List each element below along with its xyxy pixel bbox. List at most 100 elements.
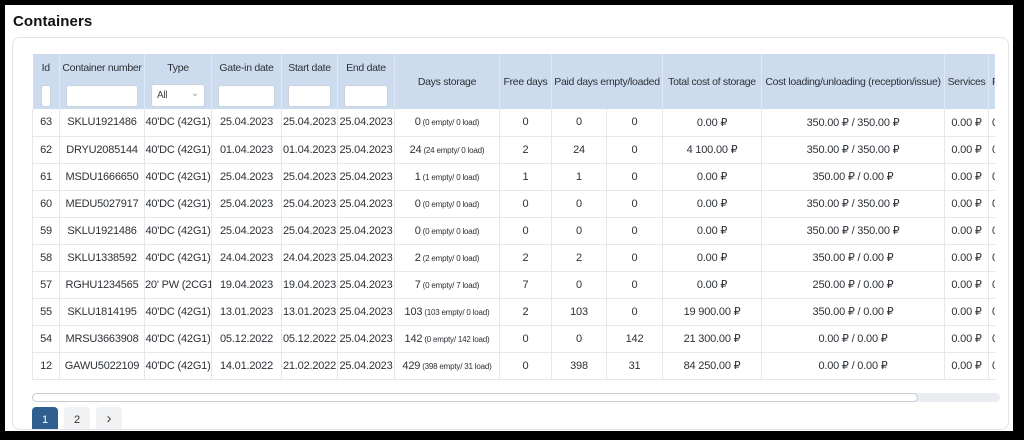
cell-free-days: 0 [499, 189, 552, 218]
cell-end-date: 25.04.2023 [337, 270, 395, 299]
cell-type: 20' PW (2CG1) [144, 270, 212, 299]
cell-clipped: 0.00 ₽ [988, 324, 995, 353]
cell-container-number: MSDU1666650 [59, 162, 145, 191]
cell-free-days: 2 [499, 135, 552, 164]
cell-end-date: 25.04.2023 [337, 162, 395, 191]
cell-paid-days-empty: 24 [551, 135, 607, 164]
cell-end-date: 25.04.2023 [337, 351, 395, 380]
cell-clipped: 0.00 ₽ [988, 189, 995, 218]
cell-start-date: 19.04.2023 [281, 270, 338, 299]
table-row[interactable]: 60 MEDU5027917 40'DC (42G1) 25.04.2023 2… [32, 189, 995, 218]
page-2-button[interactable]: 2 [64, 407, 90, 429]
cell-free-days: 0 [499, 109, 552, 137]
cell-clipped: 0.00 ₽ [988, 351, 995, 380]
cell-gate-in-date: 25.04.2023 [211, 216, 282, 245]
cell-total-cost: 0.00 ₽ [662, 109, 763, 137]
filter-cell-id [32, 82, 60, 109]
containers-table-card: Id Container number Type Gate-in date St… [12, 37, 1009, 430]
cell-start-date: 25.04.2023 [281, 162, 338, 191]
cell-paid-days-loaded: 0 [605, 162, 664, 191]
cell-container-number: GAWU5022109 [59, 351, 145, 380]
cell-paid-days-empty: 0 [551, 324, 607, 353]
horizontal-scrollbar-thumb[interactable] [32, 393, 918, 402]
cell-total-cost: 84 250.00 ₽ [662, 351, 763, 380]
cell-total-cost: 0.00 ₽ [662, 270, 763, 299]
cell-services: 0.00 ₽ [944, 243, 990, 272]
cell-container-number: RGHU1234565 [59, 270, 145, 299]
table-row[interactable]: 63 SKLU1921486 40'DC (42G1) 25.04.2023 2… [32, 109, 995, 137]
cell-paid-days-loaded: 0 [605, 135, 664, 164]
cell-total-cost: 0.00 ₽ [662, 162, 763, 191]
cell-services: 0.00 ₽ [944, 135, 990, 164]
cell-free-days: 0 [499, 324, 552, 353]
cell-days-storage: 429 (398 empty/ 31 load) [394, 351, 500, 380]
table-row[interactable]: 54 MRSU3663908 40'DC (42G1) 05.12.2022 0… [32, 324, 995, 353]
table-scroll-viewport: Id Container number Type Gate-in date St… [32, 54, 995, 388]
id-filter-input[interactable] [40, 84, 51, 107]
cell-container-number: SKLU1814195 [59, 297, 145, 326]
table-row[interactable]: 57 RGHU1234565 20' PW (2CG1) 19.04.2023 … [32, 270, 995, 299]
cell-container-number: SKLU1338592 [59, 243, 145, 272]
cell-services: 0.00 ₽ [944, 162, 990, 191]
cell-total-cost: 19 900.00 ₽ [662, 297, 763, 326]
cell-clipped: 0.00 ₽ [988, 135, 995, 164]
cell-type: 40'DC (42G1) [144, 297, 212, 326]
cell-id: 58 [32, 243, 60, 272]
table-header: Id Container number Type Gate-in date St… [32, 54, 995, 109]
column-header-paid-days: Paid days empty/loaded [551, 54, 664, 109]
cell-container-number: SKLU1921486 [59, 216, 145, 245]
cell-container-number: MEDU5027917 [59, 189, 145, 218]
table-row[interactable]: 12 GAWU5022109 40'DC (42G1) 14.01.2022 2… [32, 351, 995, 380]
cell-services: 0.00 ₽ [944, 324, 990, 353]
next-page-icon: › [106, 410, 112, 427]
table-body: 63 SKLU1921486 40'DC (42G1) 25.04.2023 2… [32, 109, 995, 380]
cell-services: 0.00 ₽ [944, 297, 990, 326]
table-row[interactable]: 62 DRYU2085144 40'DC (42G1) 01.04.2023 0… [32, 135, 995, 164]
column-header-services: Services [944, 54, 990, 109]
column-header-clipped: F [988, 54, 995, 109]
cell-type: 40'DC (42G1) [144, 324, 212, 353]
container-number-filter-input[interactable] [66, 84, 138, 107]
cell-free-days: 2 [499, 243, 552, 272]
cell-end-date: 25.04.2023 [337, 135, 395, 164]
horizontal-scrollbar-track[interactable] [32, 393, 1000, 402]
cell-type: 40'DC (42G1) [144, 216, 212, 245]
gate-in-date-filter-input[interactable] [218, 84, 275, 107]
type-filter-select[interactable]: All ⌄ [151, 84, 205, 107]
cell-free-days: 7 [499, 270, 552, 299]
cell-id: 55 [32, 297, 60, 326]
table-row[interactable]: 61 MSDU1666650 40'DC (42G1) 25.04.2023 2… [32, 162, 995, 191]
cell-type: 40'DC (42G1) [144, 243, 212, 272]
cell-type: 40'DC (42G1) [144, 135, 212, 164]
cell-gate-in-date: 25.04.2023 [211, 109, 282, 137]
start-date-filter-input[interactable] [288, 84, 331, 107]
cell-free-days: 1 [499, 162, 552, 191]
table-row[interactable]: 59 SKLU1921486 40'DC (42G1) 25.04.2023 2… [32, 216, 995, 245]
cell-total-cost: 21 300.00 ₽ [662, 324, 763, 353]
end-date-filter-input[interactable] [344, 84, 388, 107]
next-page-button[interactable]: › [96, 407, 122, 429]
table-row[interactable]: 58 SKLU1338592 40'DC (42G1) 24.04.2023 2… [32, 243, 995, 272]
cell-days-storage: 0 (0 empty/ 0 load) [394, 109, 500, 137]
cell-start-date: 13.01.2023 [281, 297, 338, 326]
cell-cost-loading-unloading: 350.00 ₽ / 350.00 ₽ [761, 189, 946, 218]
filter-cell-end [337, 82, 395, 109]
cell-services: 0.00 ₽ [944, 270, 990, 299]
cell-cost-loading-unloading: 350.00 ₽ / 0.00 ₽ [761, 297, 946, 326]
cell-paid-days-loaded: 0 [605, 216, 664, 245]
cell-paid-days-empty: 0 [551, 270, 607, 299]
cell-paid-days-empty: 1 [551, 162, 607, 191]
cell-total-cost: 4 100.00 ₽ [662, 135, 763, 164]
cell-total-cost: 0.00 ₽ [662, 189, 763, 218]
page-1-button[interactable]: 1 [32, 407, 58, 429]
cell-id: 12 [32, 351, 60, 380]
cell-gate-in-date: 24.04.2023 [211, 243, 282, 272]
cell-container-number: MRSU3663908 [59, 324, 145, 353]
containers-table: Id Container number Type Gate-in date St… [32, 54, 995, 380]
cell-days-storage: 0 (0 empty/ 0 load) [394, 189, 500, 218]
cell-free-days: 0 [499, 351, 552, 380]
cell-end-date: 25.04.2023 [337, 297, 395, 326]
cell-id: 57 [32, 270, 60, 299]
table-row[interactable]: 55 SKLU1814195 40'DC (42G1) 13.01.2023 1… [32, 297, 995, 326]
cell-start-date: 25.04.2023 [281, 109, 338, 137]
